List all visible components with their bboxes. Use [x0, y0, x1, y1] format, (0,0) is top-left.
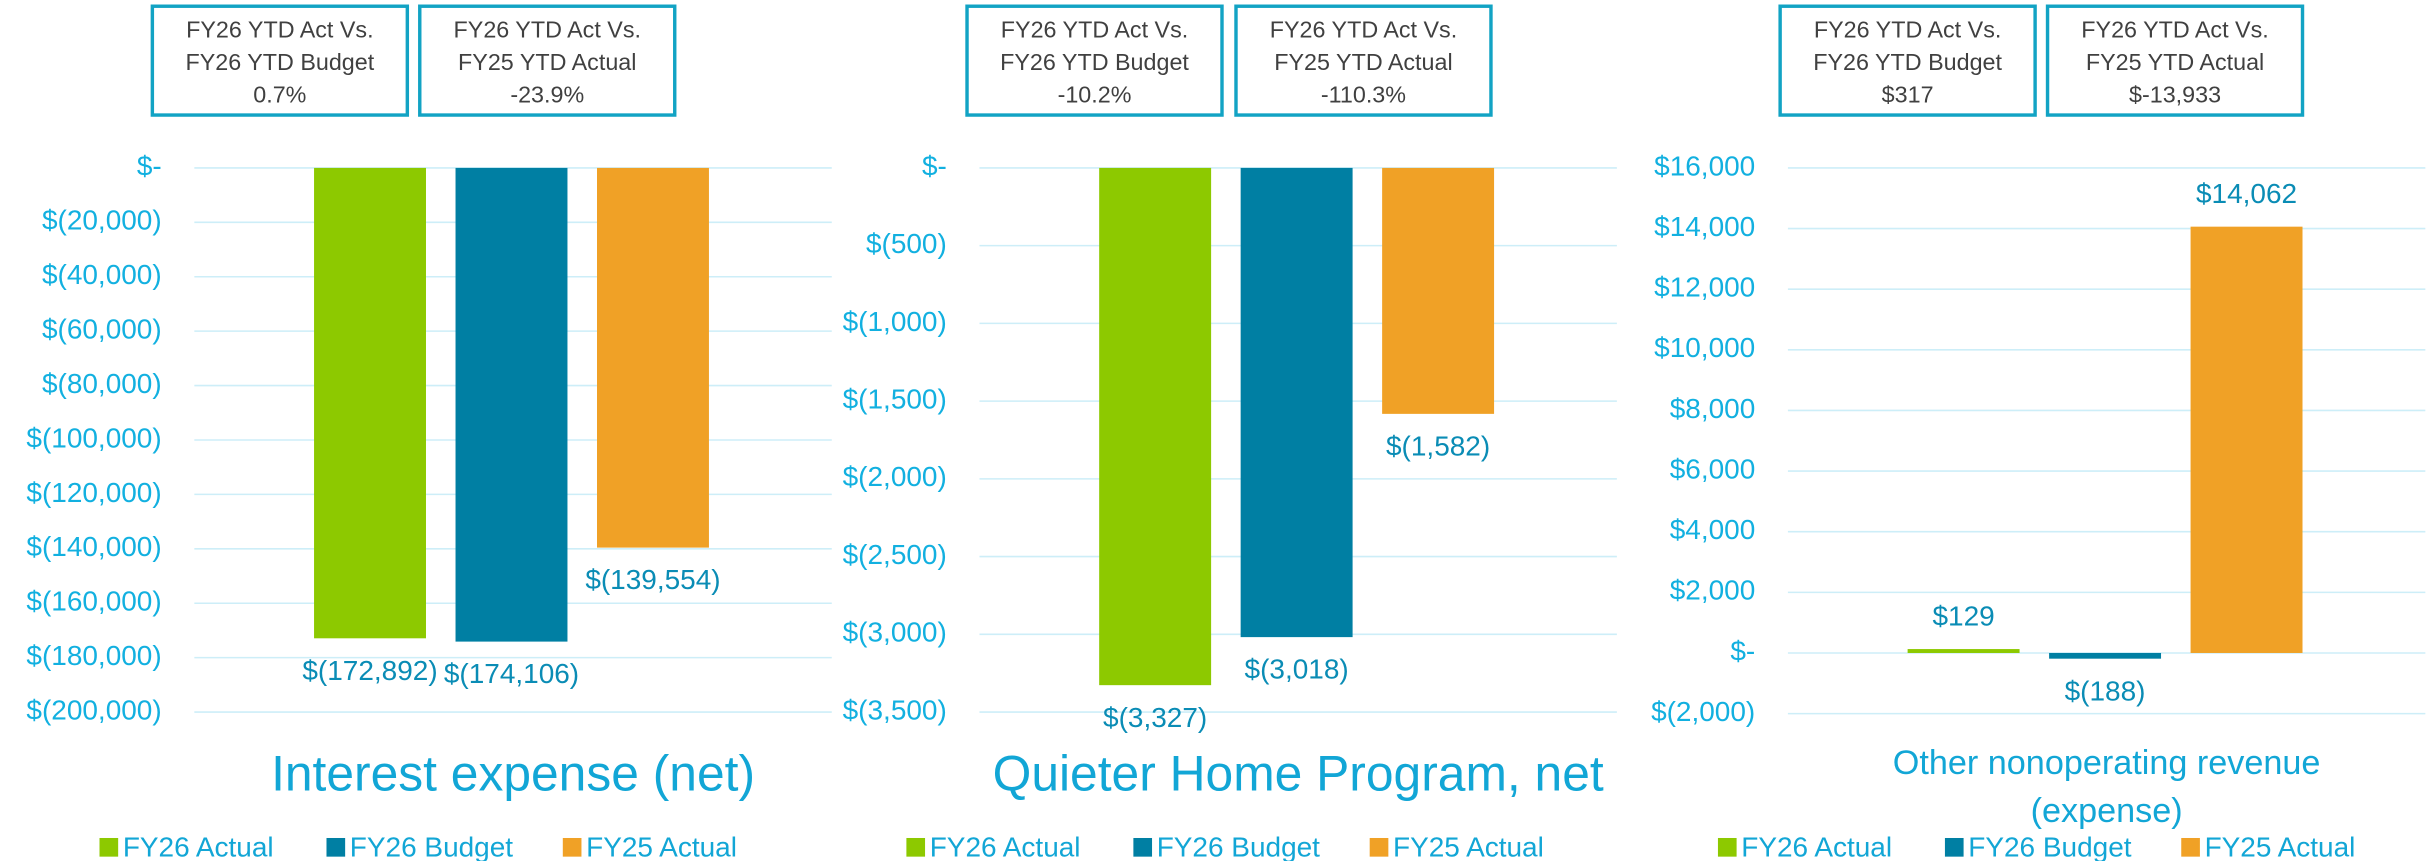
bar: [1099, 167, 1212, 686]
legend-label: FY26 Actual: [1741, 831, 1892, 861]
y-tick-label: $14,000: [1654, 211, 1755, 242]
y-tick-label: $8,000: [1670, 393, 1756, 424]
legend-swatch: [1717, 837, 1737, 857]
y-tick-label: $12,000: [1654, 272, 1755, 303]
kpi-value: -110.3%: [1321, 82, 1406, 108]
kpi-box: [418, 4, 677, 117]
kpi-label: FY25 YTD Actual: [1274, 49, 1452, 75]
y-tick-label: $(3,000): [843, 617, 947, 648]
kpi-label: FY26 YTD Act Vs.: [186, 16, 373, 42]
chart-title: Other nonoperating revenue (expense): [1893, 744, 2321, 830]
legend-label: FY26 Actual: [930, 831, 1081, 861]
legend-swatch: [326, 837, 346, 857]
y-tick-label: $(180,000): [26, 640, 161, 671]
bar: [455, 167, 568, 642]
kpi-value: -10.2%: [1058, 82, 1132, 108]
kpi-box: [1778, 4, 2037, 117]
kpi-label: FY25 YTD Actual: [2086, 49, 2264, 75]
bar: [597, 167, 709, 548]
legend-swatch: [906, 837, 926, 857]
y-tick-label: $4,000: [1670, 514, 1756, 545]
y-tick-label: $(2,000): [843, 461, 947, 492]
y-tick-label: $(500): [866, 228, 947, 259]
kpi-value: -23.9%: [510, 82, 584, 108]
data-label: $(188): [2065, 675, 2146, 706]
y-tick-label: $(20,000): [42, 205, 162, 236]
y-tick-label: $-: [137, 150, 162, 181]
legend-label: FY25 Actual: [586, 831, 737, 861]
legend-swatch: [1369, 837, 1389, 857]
kpi-label: FY26 YTD Act Vs.: [2081, 16, 2268, 42]
kpi-label: FY26 YTD Budget: [1000, 49, 1189, 75]
y-tick-label: $10,000: [1654, 332, 1755, 363]
legend-label: FY25 Actual: [1393, 831, 1544, 861]
y-tick-label: $(200,000): [26, 694, 161, 725]
kpi-box: [1234, 4, 1493, 117]
legend-swatch: [99, 837, 119, 857]
chart-title: Interest expense (net): [271, 745, 755, 801]
bar: [1382, 167, 1495, 414]
data-label: $129: [1932, 600, 1994, 631]
y-tick-label: $(140,000): [26, 531, 161, 562]
data-label: $(172,892): [302, 655, 437, 686]
kpi-label: FY26 YTD Act Vs.: [1270, 16, 1457, 42]
y-tick-label: $(100,000): [26, 422, 161, 453]
bar: [1907, 649, 2020, 653]
kpi-label: FY26 YTD Budget: [1813, 49, 2002, 75]
kpi-label: FY26 YTD Act Vs.: [1001, 16, 1188, 42]
kpi-label: FY25 YTD Actual: [458, 49, 636, 75]
bar: [314, 167, 426, 639]
legend-label: FY26 Actual: [123, 831, 274, 861]
data-label: $(174,106): [444, 658, 579, 689]
kpi-label: FY26 YTD Act Vs.: [1814, 16, 2001, 42]
legend-swatch: [2181, 837, 2200, 857]
y-tick-label: $(3,500): [843, 694, 947, 725]
kpi-label: FY26 YTD Act Vs.: [454, 16, 641, 42]
legend-swatch: [562, 837, 582, 857]
kpi-box: [965, 4, 1224, 117]
kpi-value: $-13,933: [2129, 82, 2221, 108]
y-tick-label: $2,000: [1670, 575, 1756, 606]
legend-label: FY26 Budget: [1157, 831, 1320, 861]
legend-label: FY26 Budget: [1968, 831, 2131, 861]
data-label: $14,062: [2196, 178, 2297, 209]
bar: [1240, 167, 1353, 638]
y-tick-label: $(2,000): [1651, 696, 1755, 727]
y-tick-label: $(1,500): [843, 384, 947, 415]
y-tick-label: $(80,000): [42, 368, 162, 399]
y-tick-label: $(2,500): [843, 539, 947, 570]
y-tick-label: $(40,000): [42, 259, 162, 290]
kpi-box: [150, 4, 410, 117]
kpi-label: FY26 YTD Budget: [185, 49, 374, 75]
y-tick-label: $-: [1730, 635, 1755, 666]
y-tick-label: $6,000: [1670, 453, 1756, 484]
y-tick-label: $(1,000): [843, 306, 947, 337]
legend-label: FY26 Budget: [350, 831, 513, 861]
data-label: $(3,327): [1103, 702, 1207, 733]
legend-swatch: [1944, 837, 1964, 857]
bar: [2190, 226, 2303, 653]
kpi-value: 0.7%: [253, 82, 306, 108]
legend-label: FY25 Actual: [2205, 831, 2356, 861]
kpi-value: $317: [1882, 82, 1934, 108]
kpi-box: [2045, 4, 2305, 117]
data-label: $(139,554): [585, 564, 720, 595]
y-tick-label: $(120,000): [26, 477, 161, 508]
y-tick-label: $16,000: [1654, 150, 1755, 181]
y-tick-label: $(60,000): [42, 314, 162, 345]
legend-swatch: [1133, 837, 1153, 857]
bar: [2049, 652, 2162, 659]
chart-title: Quieter Home Program, net: [993, 745, 1604, 801]
data-label: $(1,582): [1386, 430, 1490, 461]
y-tick-label: $(160,000): [26, 586, 161, 617]
data-label: $(3,018): [1245, 654, 1349, 685]
y-tick-label: $-: [922, 150, 947, 181]
